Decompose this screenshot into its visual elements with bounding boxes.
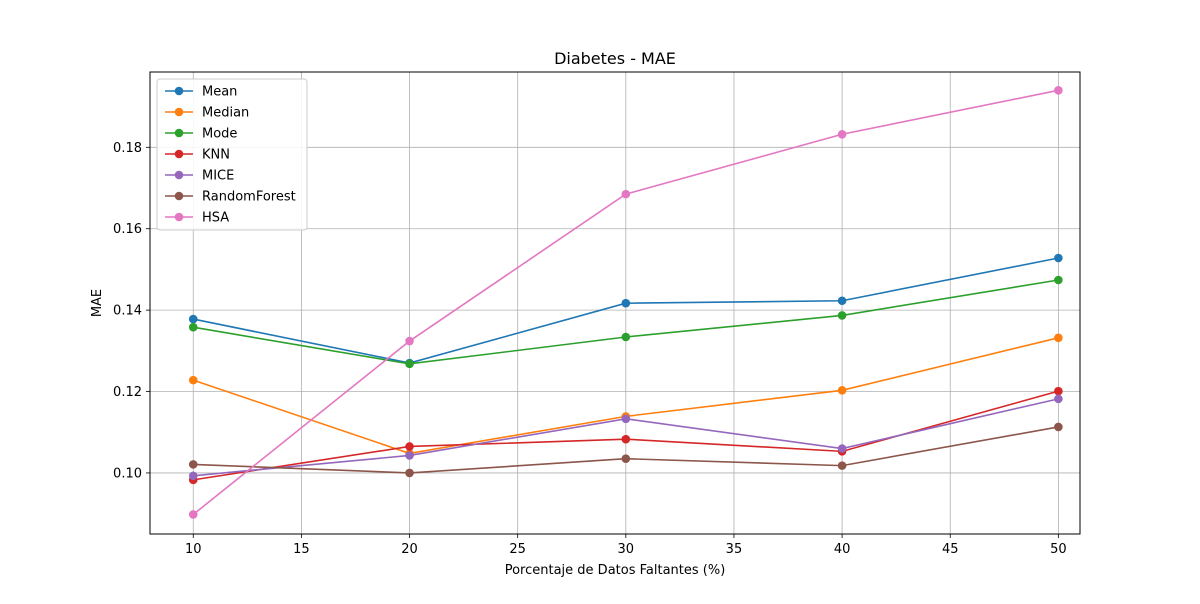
data-point-mode bbox=[405, 359, 414, 369]
x-tick-label: 50 bbox=[1050, 542, 1067, 557]
y-tick-label: 0.14 bbox=[113, 304, 142, 319]
data-point-mice bbox=[837, 444, 847, 453]
y-tick-label: 0.16 bbox=[113, 222, 142, 237]
data-point-hsa bbox=[405, 336, 414, 346]
data-point-knn bbox=[621, 434, 631, 444]
legend-label-knn: KNN bbox=[202, 148, 230, 163]
x-axis-label: Porcentaje de Datos Faltantes (%) bbox=[505, 563, 726, 578]
legend-label-hsa: HSA bbox=[202, 211, 229, 226]
x-tick-label: 45 bbox=[942, 542, 959, 557]
data-point-randomforest bbox=[837, 461, 847, 470]
data-point-hsa bbox=[837, 129, 847, 139]
x-tick-label: 15 bbox=[293, 542, 310, 557]
legend: Mean Median Mode KNN MICE RandomForest HSA bbox=[156, 78, 308, 231]
data-point-randomforest bbox=[621, 454, 631, 463]
x-tick-label: 20 bbox=[401, 542, 418, 557]
legend-marker-hsa bbox=[174, 212, 184, 222]
x-tick-label: 40 bbox=[834, 542, 851, 557]
data-point-mice bbox=[405, 451, 414, 460]
legend-marker-mice bbox=[174, 170, 184, 180]
data-point-hsa bbox=[1054, 86, 1063, 95]
data-point-mean bbox=[188, 314, 198, 324]
data-point-mode bbox=[621, 332, 631, 342]
y-tick-label: 0.10 bbox=[113, 466, 142, 481]
data-point-randomforest bbox=[405, 468, 414, 478]
legend-box bbox=[156, 78, 308, 231]
data-point-mice bbox=[188, 471, 198, 481]
data-point-hsa bbox=[621, 189, 631, 199]
series-lines bbox=[188, 86, 1063, 519]
legend-label-randomforest: RandomForest bbox=[202, 190, 296, 205]
x-tick-label: 25 bbox=[509, 542, 526, 557]
plot-frame bbox=[149, 71, 1081, 535]
legend-marker-knn bbox=[174, 149, 184, 159]
data-point-mode bbox=[188, 322, 198, 332]
x-tick-label: 30 bbox=[618, 542, 635, 557]
y-tick-label: 0.18 bbox=[113, 141, 142, 156]
data-point-mean bbox=[1054, 253, 1063, 263]
grid bbox=[150, 72, 1080, 534]
data-point-randomforest bbox=[188, 460, 198, 469]
data-point-randomforest bbox=[1054, 422, 1063, 432]
data-point-mode bbox=[1054, 275, 1063, 285]
data-point-mice bbox=[621, 414, 631, 424]
x-tick-label: 10 bbox=[185, 542, 202, 557]
legend-marker-mode bbox=[174, 128, 184, 138]
y-axis-label: MAE bbox=[90, 289, 105, 317]
data-point-mean bbox=[837, 296, 847, 306]
data-point-knn bbox=[405, 442, 414, 451]
legend-marker-median bbox=[174, 107, 184, 117]
legend-label-median: Median bbox=[202, 106, 249, 121]
data-point-mode bbox=[837, 311, 847, 320]
data-point-hsa bbox=[188, 510, 198, 519]
data-point-knn bbox=[1054, 386, 1063, 396]
legend-label-mean: Mean bbox=[202, 85, 237, 100]
data-point-mean bbox=[621, 298, 631, 308]
legend-label-mice: MICE bbox=[202, 169, 234, 184]
y-tick-label: 0.12 bbox=[113, 385, 142, 400]
data-point-median bbox=[1054, 333, 1063, 343]
axis-ticks: 10 15 20 25 30 35 40 45 50 0.10 0.12 0.14 0.16 0.18 bbox=[113, 141, 1067, 557]
chart-title: Diabetes - MAE bbox=[554, 49, 676, 68]
legend-marker-mean bbox=[174, 86, 184, 96]
data-point-median bbox=[188, 375, 198, 385]
data-point-mice bbox=[1054, 394, 1063, 404]
data-point-median bbox=[837, 386, 847, 395]
x-tick-label: 35 bbox=[726, 542, 743, 557]
legend-marker-randomforest bbox=[174, 191, 184, 201]
legend-label-mode: Mode bbox=[202, 127, 237, 142]
